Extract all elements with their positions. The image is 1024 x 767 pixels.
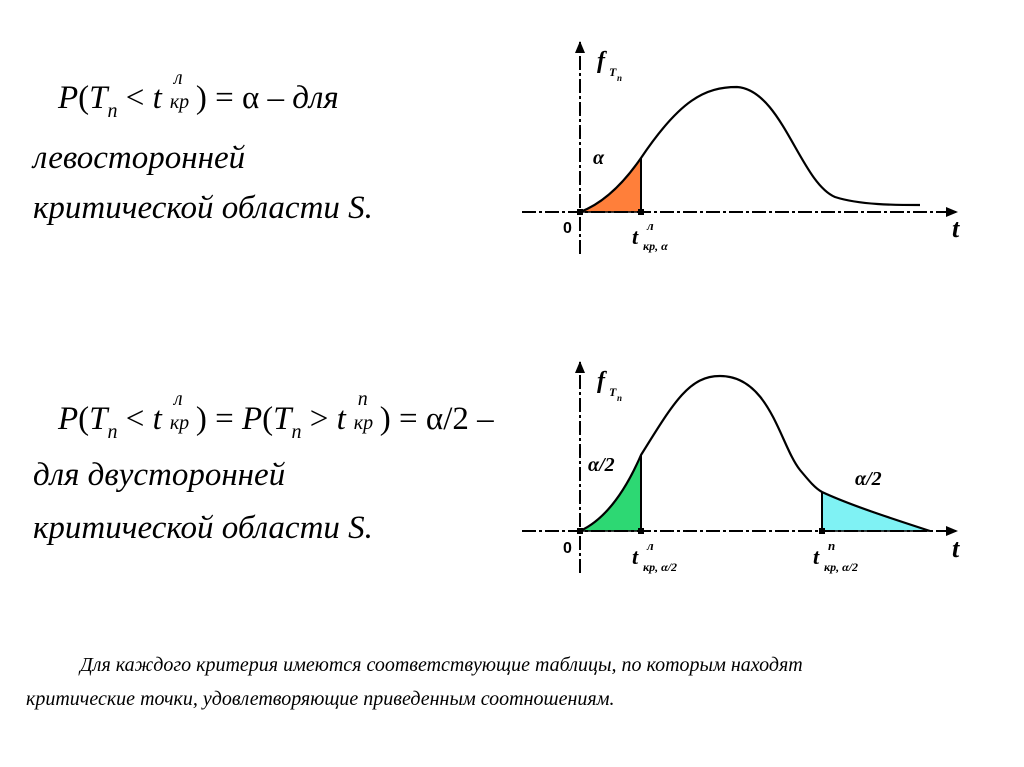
formula-eq: = [215, 80, 234, 116]
formula-two-sided: P(Tn < t л кр) = P(Tn > t n кр) = α/2 – [58, 389, 494, 443]
formula-rhs: α/2 – [425, 401, 494, 437]
formula-dash: – [267, 80, 285, 116]
formula-alpha: α [241, 80, 260, 116]
crit-label-t: t [632, 224, 639, 249]
graph-two-sided: f T n t 0 α/2 α/2 t л кр, α/2 t n кр, α/… [522, 361, 960, 574]
left-region-fill [579, 155, 642, 213]
note-line2: критические точки, удовлетворяющие приве… [26, 688, 615, 710]
formula-t: t [152, 80, 162, 116]
right-region-label: α/2 [855, 468, 882, 490]
formula-paren: ( [78, 401, 90, 437]
formula-t-sup: л [173, 67, 183, 89]
formula-word: для [292, 80, 339, 116]
formula-paren: ) [379, 401, 391, 437]
origin-label: 0 [563, 540, 572, 557]
formula-T-sub: n [107, 421, 118, 443]
text-left-sided-line2: критической области S. [33, 190, 373, 226]
note-line1: Для каждого критерия имеются соответству… [80, 654, 803, 676]
origin-marker [577, 209, 583, 215]
formula-eq: = [215, 401, 234, 437]
formula-t-sub: кр [353, 412, 374, 434]
left-region-label: α/2 [588, 454, 615, 476]
formula-t: t [152, 401, 162, 437]
left-crit-label-sup: л [646, 538, 654, 553]
region-label: α [593, 147, 605, 169]
formula-p: P [241, 401, 263, 437]
formula-t-sup: л [173, 388, 183, 410]
text-two-sided-line2: критической области S. [33, 510, 373, 546]
formula-left-sided: P(Tn < t л кр) = α – для [58, 68, 339, 122]
y-axis-label-subsub: n [617, 393, 622, 403]
formula-lt: < [125, 401, 145, 437]
density-curve [579, 85, 921, 214]
right-crit-label-sup: n [828, 538, 835, 553]
right-crit-label-sub: кр, α/2 [824, 560, 858, 574]
left-crit-marker [638, 528, 644, 534]
formula-gt: > [309, 401, 329, 437]
formula-paren: ( [262, 401, 274, 437]
formula-t-sub: кр [169, 412, 190, 434]
formula-t-sup: n [357, 388, 368, 410]
density-curve [579, 374, 931, 533]
y-axis-label-sub: T [609, 385, 617, 399]
right-crit-label-t: t [813, 544, 820, 569]
left-crit-label-sub: кр, α/2 [643, 560, 677, 574]
right-crit-marker [819, 528, 825, 534]
formula-paren: ) [195, 401, 207, 437]
x-axis-label: t [952, 214, 960, 243]
crit-label-sub: кр, α [643, 239, 668, 253]
formula-paren: ( [78, 80, 90, 116]
formula-T-sub: n [107, 100, 118, 122]
text-left-sided-line1: левосторонней [33, 140, 246, 176]
left-crit-label-t: t [632, 544, 639, 569]
graph-left-sided: f T n t 0 α t л кр, α [522, 41, 960, 254]
formula-p: P [58, 401, 79, 437]
origin-label: 0 [563, 220, 572, 237]
text-two-sided-line1: для двусторонней [33, 457, 286, 493]
formula-T-sub: n [291, 421, 302, 443]
crit-label-sup: л [646, 218, 654, 233]
x-axis-label: t [952, 534, 960, 563]
y-axis-label: f [597, 368, 607, 394]
formula-lt: < [125, 80, 145, 116]
crit-marker [638, 209, 644, 215]
formula-p: P [58, 80, 79, 116]
formula-T: T [273, 401, 292, 437]
formula-t-sub: кр [169, 91, 190, 113]
formula-t: t [336, 401, 346, 437]
formula-paren: ) [195, 80, 207, 116]
formula-eq: = [399, 401, 418, 437]
y-axis-label-subsub: n [617, 73, 622, 83]
y-axis-label-sub: T [609, 65, 617, 79]
formula-T: T [89, 80, 108, 116]
formula-T: T [89, 401, 108, 437]
y-axis-label: f [597, 48, 607, 74]
origin-marker [577, 528, 583, 534]
